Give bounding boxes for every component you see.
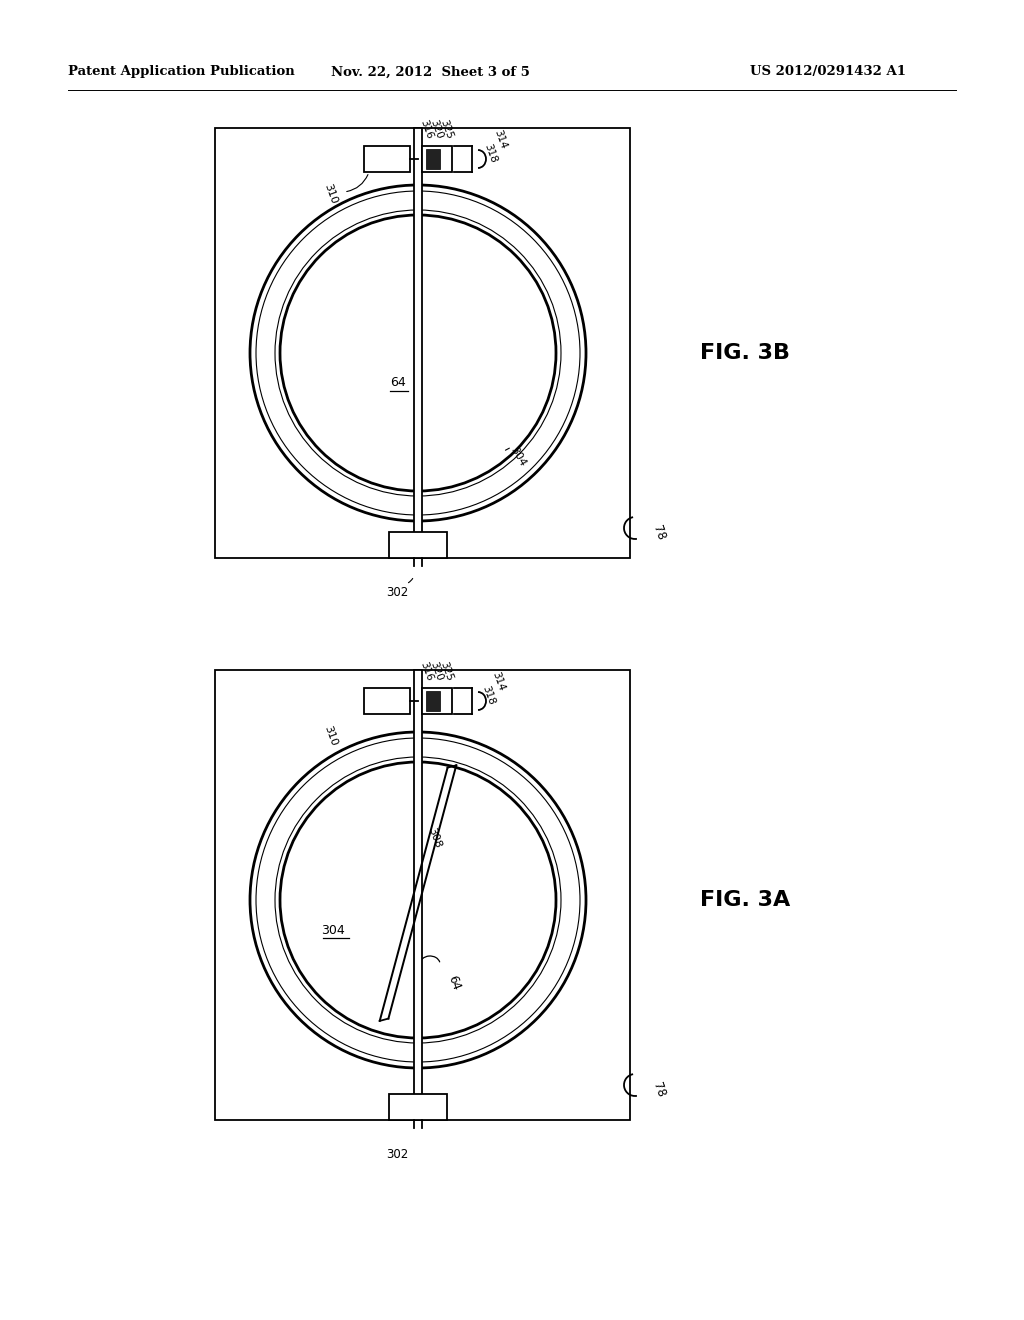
Bar: [215, 128, 630, 558]
Text: 318: 318: [482, 143, 499, 164]
Text: 314: 314: [490, 671, 506, 692]
Text: 320: 320: [428, 117, 444, 140]
Text: 78: 78: [650, 1081, 668, 1100]
Text: FIG. 3A: FIG. 3A: [700, 890, 791, 909]
Text: 304: 304: [508, 445, 527, 469]
Text: 316: 316: [418, 117, 434, 140]
Text: Patent Application Publication: Patent Application Publication: [68, 66, 295, 78]
Text: 64: 64: [390, 376, 406, 389]
Text: FIG. 3B: FIG. 3B: [700, 343, 790, 363]
Text: 304: 304: [322, 924, 345, 936]
Bar: [414, 671, 422, 1119]
Text: 320: 320: [428, 660, 444, 682]
Text: 64: 64: [445, 974, 463, 993]
Bar: [426, 690, 440, 711]
Bar: [364, 688, 410, 714]
Text: 318: 318: [480, 684, 497, 706]
Bar: [364, 147, 410, 172]
Bar: [422, 688, 452, 714]
Text: 314: 314: [492, 128, 508, 150]
Text: 316: 316: [418, 660, 434, 682]
Text: 310: 310: [323, 182, 339, 206]
Text: 302: 302: [386, 1148, 408, 1162]
Text: 302: 302: [386, 586, 408, 599]
Text: 325: 325: [438, 660, 455, 682]
Bar: [422, 147, 452, 172]
Text: 308: 308: [426, 826, 442, 850]
Text: 325: 325: [438, 117, 455, 140]
Bar: [426, 149, 440, 169]
Bar: [389, 532, 447, 558]
Bar: [414, 128, 422, 558]
Bar: [389, 1094, 447, 1119]
Text: US 2012/0291432 A1: US 2012/0291432 A1: [750, 66, 906, 78]
Text: Nov. 22, 2012  Sheet 3 of 5: Nov. 22, 2012 Sheet 3 of 5: [331, 66, 529, 78]
Text: 310: 310: [323, 725, 339, 747]
Text: 78: 78: [650, 524, 668, 543]
Bar: [215, 671, 630, 1119]
